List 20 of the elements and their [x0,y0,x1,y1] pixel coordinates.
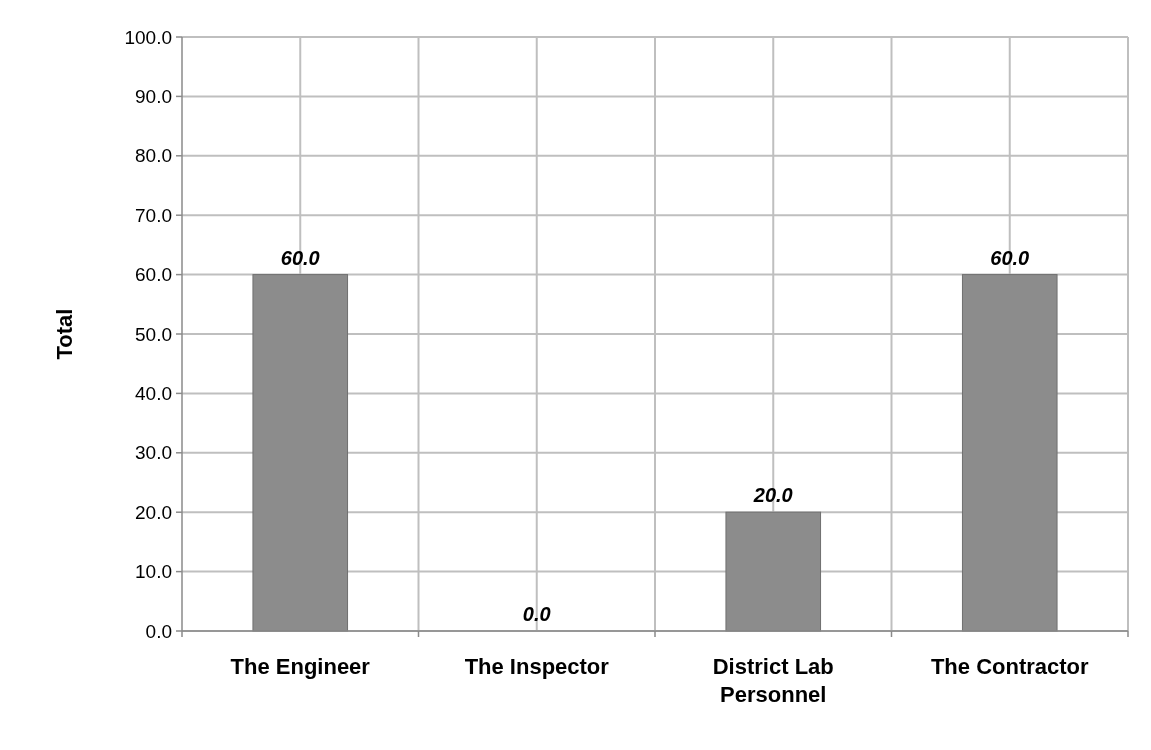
y-tick-label: 90.0 [135,86,172,108]
x-tick-label: The Contractor [930,654,1090,679]
x-tick-label: The Inspector [464,654,610,679]
x-tick-label: District Lab Personnel [712,654,834,707]
data-label: 60.0 [990,246,1030,269]
data-label: 60.0 [280,246,320,269]
x-tick-label: The Engineer [230,654,371,679]
y-tick-label: 60.0 [135,264,172,286]
y-tick-label: 20.0 [135,501,172,523]
y-tick-label: 0.0 [145,620,172,642]
y-tick-label: 70.0 [135,204,172,226]
y-axis-title: Total [52,308,77,360]
y-tick-label: 80.0 [135,145,172,167]
y-tick-label: 50.0 [135,323,172,345]
data-label: 0.0 [522,603,551,625]
y-tick-label: 40.0 [135,383,172,405]
y-tick-label: 100.0 [124,26,172,48]
data-label: 20.0 [752,484,793,507]
y-tick-label: 30.0 [135,442,172,464]
y-tick-label: 10.0 [135,561,172,583]
